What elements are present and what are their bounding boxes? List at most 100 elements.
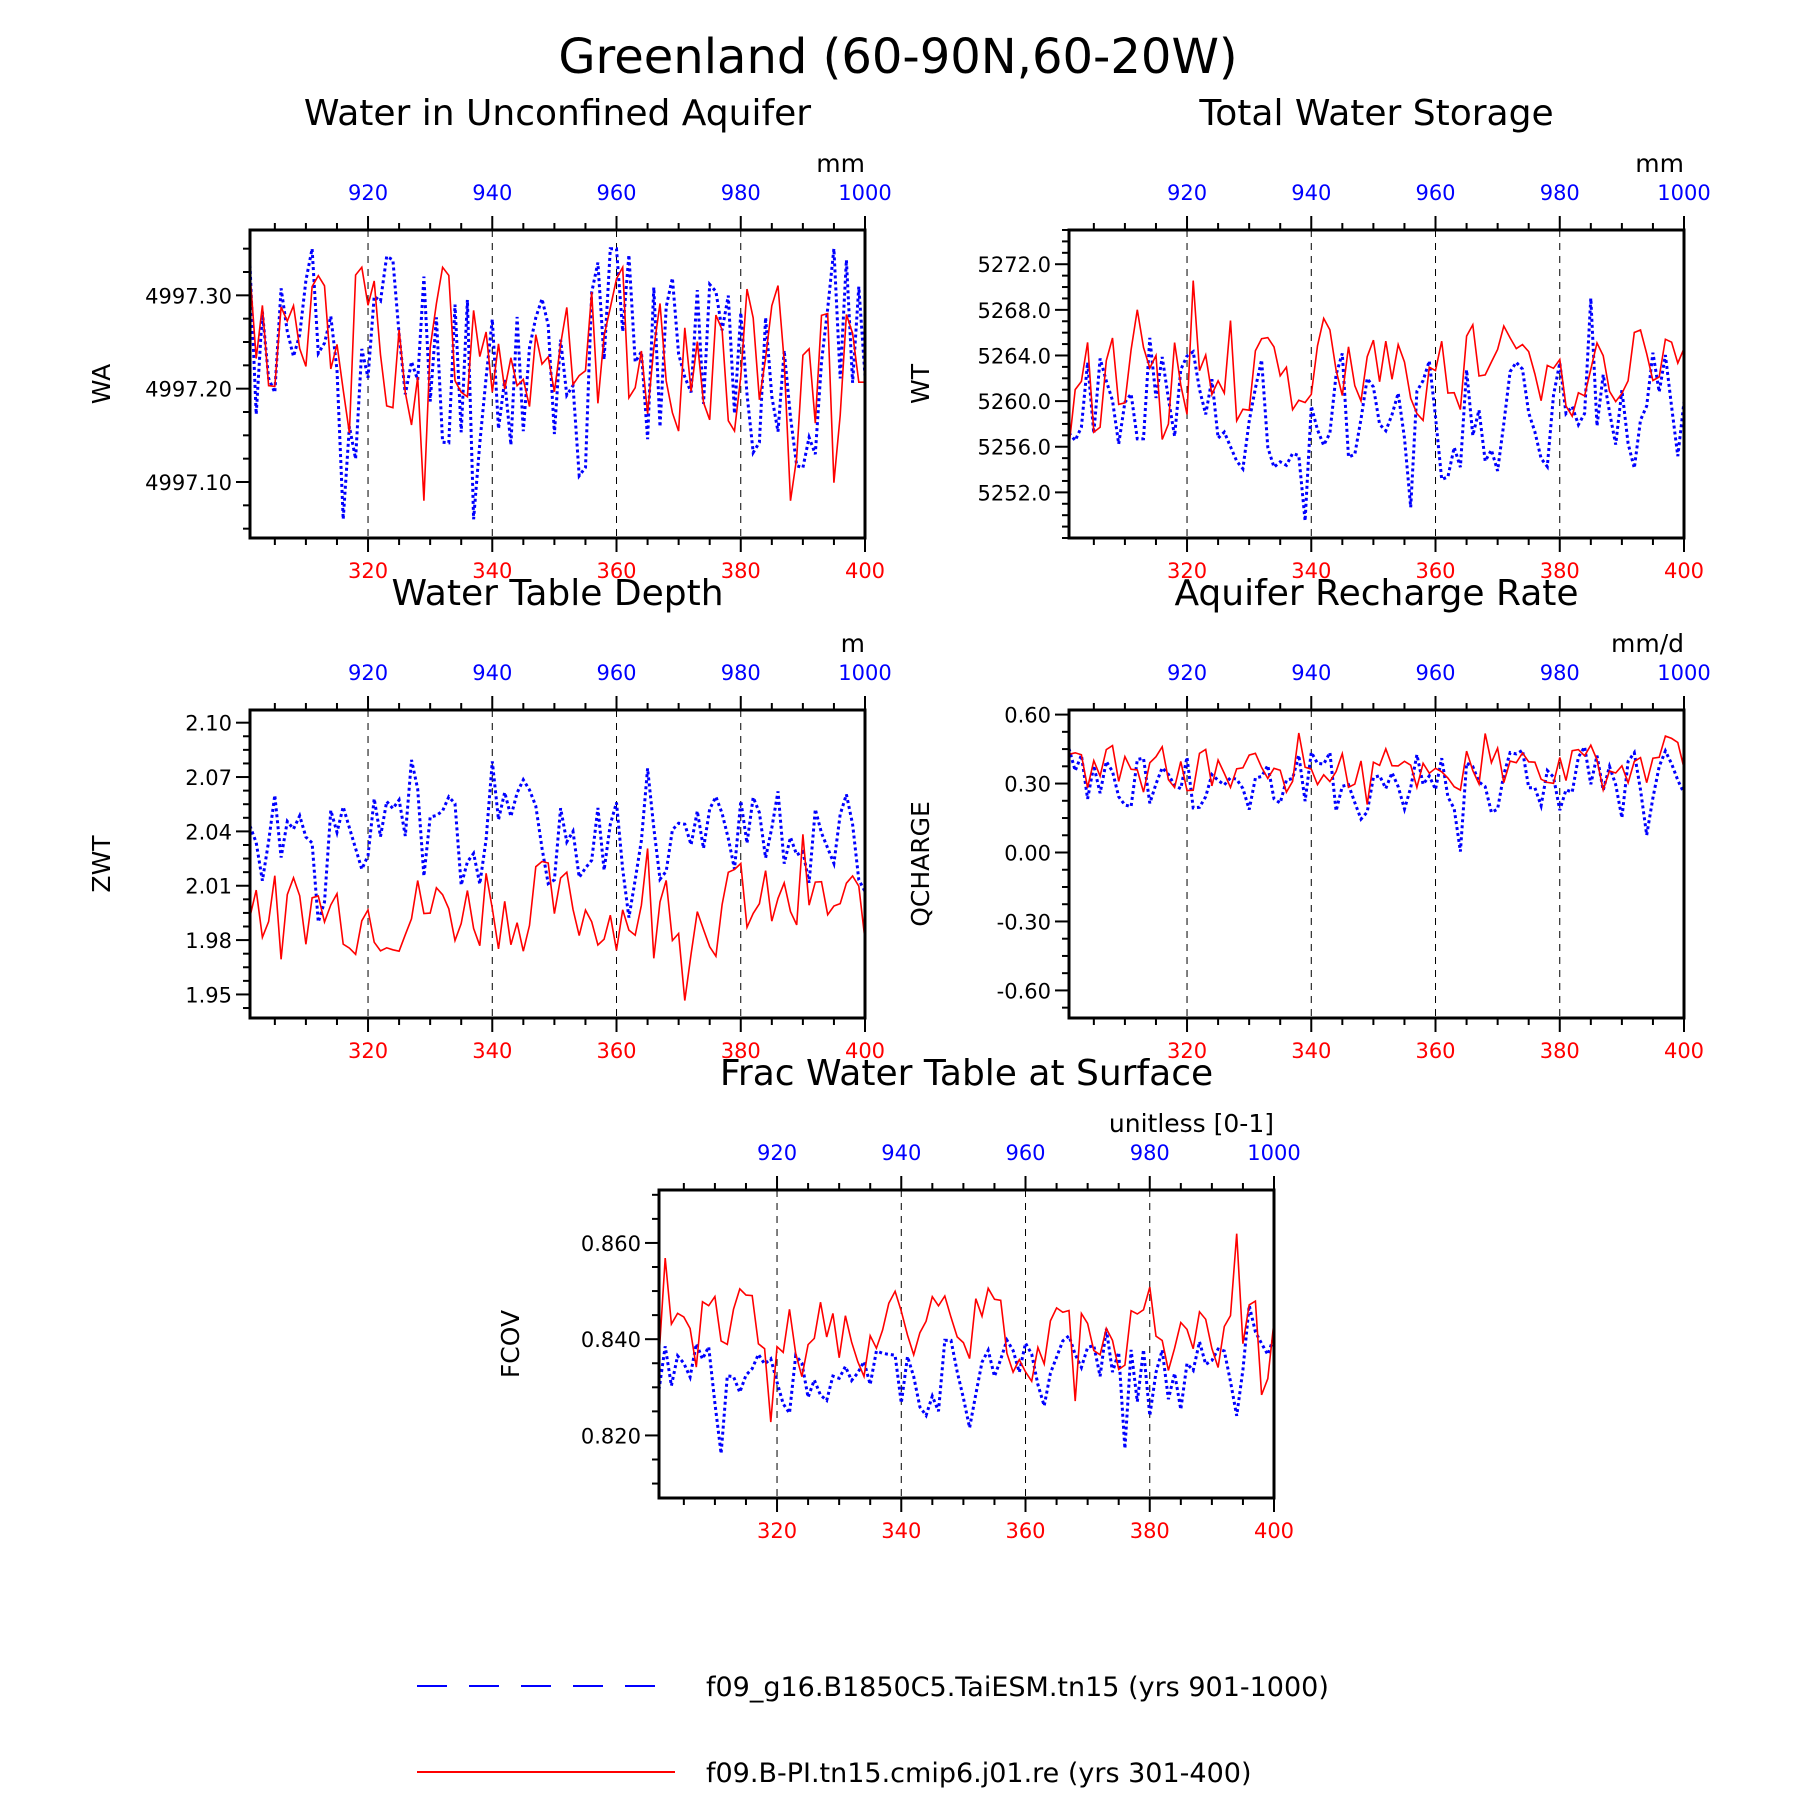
y-tick-label: 0.840: [581, 1328, 641, 1352]
plot-frame: [248, 228, 867, 540]
y-tick-label: 0.860: [581, 1232, 641, 1256]
x-tick-label: 320: [348, 559, 388, 583]
x-tick-label: 380: [1540, 559, 1580, 583]
y-tick-label: 5268.0: [978, 299, 1051, 323]
series-line-cmip6: [1068, 732, 1685, 805]
y-tick-label: -0.30: [997, 910, 1051, 934]
units-label: mm: [816, 149, 865, 178]
x-tick-label-top: 940: [472, 661, 512, 685]
x-tick-label: 400: [1664, 1039, 1704, 1063]
x-tick-label: 380: [1540, 1039, 1580, 1063]
y-tick-label: 2.10: [185, 712, 232, 736]
y-tick-label: 4997.30: [145, 284, 232, 308]
y-tick-label: 4997.20: [145, 378, 232, 402]
x-tick-label-top: 920: [757, 1141, 797, 1165]
x-tick-label-top: 1000: [1657, 181, 1710, 205]
y-tick-label: 5260.0: [978, 390, 1051, 414]
units-label: mm: [1635, 149, 1684, 178]
series-line-cmip6: [249, 264, 865, 501]
x-tick-label-top: 960: [1005, 1141, 1045, 1165]
y-tick-label: 4997.10: [145, 471, 232, 495]
x-tick-label: 400: [1664, 559, 1704, 583]
x-tick-label: 340: [881, 1519, 921, 1543]
plot-frame: [657, 1188, 1276, 1500]
x-tick-label: 340: [472, 1039, 512, 1063]
y-axis-label: QCHARGE: [906, 801, 935, 927]
chart-panel-3: Water Table Depth m 320 340 360 380 400 920 940 9…: [87, 573, 892, 1063]
x-tick-label: 320: [1167, 559, 1207, 583]
x-tick-label: 360: [596, 1039, 636, 1063]
chart-panel-2: Total Water Storage mm 320 340 360 380 400 920 9…: [906, 93, 1711, 583]
x-tick-label: 340: [1291, 559, 1331, 583]
panel-title: Aquifer Recharge Rate: [1174, 573, 1578, 614]
panel-title: Total Water Storage: [1198, 93, 1553, 134]
x-tick-label-top: 980: [721, 661, 761, 685]
x-tick-label: 380: [1130, 1519, 1170, 1543]
x-tick-label: 340: [1291, 1039, 1331, 1063]
series-line-taiesm: [248, 759, 867, 923]
y-axis-label: WA: [87, 364, 116, 404]
y-tick-label: 2.07: [185, 766, 232, 790]
x-tick-label: 360: [1005, 1519, 1045, 1543]
y-tick-label: 0.30: [1004, 773, 1051, 797]
x-tick-label-top: 920: [348, 661, 388, 685]
panel-title: Water Table Depth: [391, 573, 723, 614]
chart-panel-4: Aquifer Recharge Rate mm/d 320 340 360 380 400…: [906, 573, 1711, 1063]
figure-title: Greenland (60-90N,60-20W): [558, 29, 1237, 85]
x-tick-label-top: 1000: [1247, 1141, 1300, 1165]
y-axis-label: ZWT: [87, 835, 116, 893]
x-tick-label-top: 980: [721, 181, 761, 205]
x-tick-label-top: 940: [881, 1141, 921, 1165]
y-tick-label: 1.98: [185, 929, 232, 953]
x-tick-label-top: 960: [1415, 181, 1455, 205]
legend: f09_g16.B1850C5.TaiESM.tn15 (yrs 901-100…: [417, 1672, 1329, 1789]
x-tick-label-top: 920: [1167, 661, 1207, 685]
x-tick-label-top: 980: [1540, 661, 1580, 685]
x-tick-label: 360: [1415, 559, 1455, 583]
plot-frame: [1067, 708, 1686, 1020]
x-tick-label: 360: [596, 559, 636, 583]
x-tick-label-top: 1000: [1657, 661, 1710, 685]
x-tick-label: 380: [721, 559, 761, 583]
y-tick-label: 0.820: [581, 1424, 641, 1448]
y-tick-label: 0.60: [1004, 704, 1051, 728]
x-tick-label: 400: [845, 1039, 885, 1063]
x-tick-label-top: 980: [1130, 1141, 1170, 1165]
y-tick-label: 0.00: [1004, 842, 1051, 866]
x-tick-label-top: 980: [1540, 181, 1580, 205]
x-tick-label-top: 960: [1415, 661, 1455, 685]
plot-frame: [248, 708, 867, 1020]
panel-title: Water in Unconfined Aquifer: [304, 93, 811, 134]
series-line-cmip6: [249, 834, 866, 1001]
series-line-cmip6: [658, 1233, 1275, 1423]
units-label: mm/d: [1611, 629, 1684, 658]
x-tick-label-top: 940: [472, 181, 512, 205]
x-tick-label: 400: [1254, 1519, 1294, 1543]
x-tick-label: 380: [721, 1039, 761, 1063]
legend-label: f09_g16.B1850C5.TaiESM.tn15 (yrs 901-100…: [706, 1672, 1329, 1703]
y-tick-label: 2.04: [185, 820, 232, 844]
x-tick-label-top: 1000: [838, 181, 891, 205]
y-tick-label: 5272.0: [978, 253, 1051, 277]
x-tick-label-top: 960: [596, 181, 636, 205]
y-tick-label: 1.95: [185, 983, 232, 1007]
plot-frame: [1067, 228, 1686, 540]
series-line-taiesm: [1067, 742, 1686, 852]
series-line-taiesm: [657, 1305, 1276, 1454]
x-tick-label-top: 1000: [838, 661, 891, 685]
x-tick-label: 400: [845, 559, 885, 583]
x-tick-label: 340: [472, 559, 512, 583]
x-tick-label-top: 960: [596, 661, 636, 685]
chart-panel-5: Frac Water Table at Surface unitless [0-1…: [496, 1053, 1301, 1543]
y-tick-label: -0.60: [997, 979, 1051, 1003]
y-tick-label: 5252.0: [978, 481, 1051, 505]
series-line-taiesm: [1067, 298, 1686, 522]
legend-label: f09.B-PI.tn15.cmip6.j01.re (yrs 301-400): [706, 1758, 1251, 1789]
y-tick-label: 5256.0: [978, 436, 1051, 460]
y-tick-label: 5264.0: [978, 344, 1051, 368]
x-tick-label-top: 920: [1167, 181, 1207, 205]
x-tick-label: 320: [1167, 1039, 1207, 1063]
x-tick-label: 320: [757, 1519, 797, 1543]
